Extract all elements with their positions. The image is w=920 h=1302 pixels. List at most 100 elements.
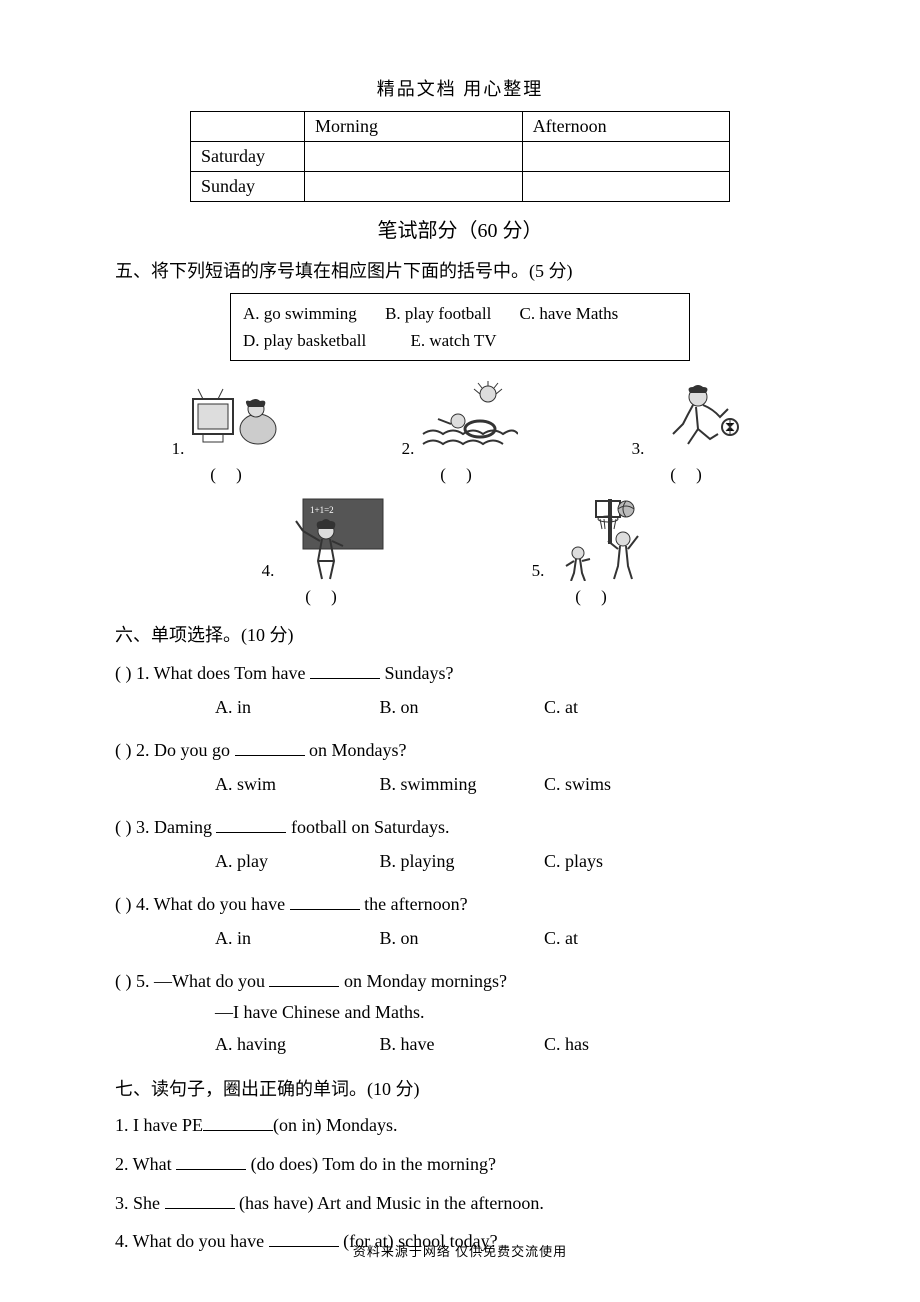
opt-b: B. swimming	[380, 767, 540, 801]
opt-a: A. swim	[215, 767, 375, 801]
q-prefix: ( ) 3. Daming	[115, 817, 216, 837]
q-prefix: ( ) 4. What do you have	[115, 894, 290, 914]
blank	[269, 973, 339, 987]
blank	[176, 1156, 246, 1170]
blank	[290, 896, 360, 910]
pic-num: 4.	[262, 561, 275, 581]
opt-a: A. in	[215, 690, 375, 724]
svg-text:1+1=2: 1+1=2	[310, 505, 334, 515]
option-box: A. go swimming B. play football C. have …	[230, 293, 690, 361]
q-prefix: ( ) 5. —What do you	[115, 971, 269, 991]
q6-4-opts: A. in B. on C. at	[215, 921, 805, 955]
opt-c: C. has	[544, 1027, 704, 1061]
opt-c: C. at	[544, 921, 704, 955]
s7-pre: 2. What	[115, 1154, 176, 1174]
blank	[310, 665, 380, 679]
q6-5: ( ) 5. —What do you on Monday mornings?	[115, 967, 805, 996]
table-row: Morning Afternoon	[191, 112, 730, 142]
s7-instruction: 七、读句子，圈出正确的单词。(10 分)	[115, 1075, 805, 1101]
pic-num: 1.	[172, 439, 185, 459]
answer-paren: ( )	[440, 465, 480, 485]
answer-paren: ( )	[575, 587, 615, 607]
option-c: C. have Maths	[520, 304, 619, 323]
s7-pre: 3. She	[115, 1193, 165, 1213]
page-footer: 资料来源于网络 仅供免费交流使用	[0, 1241, 920, 1260]
pic-item-2: 2. ( )	[390, 379, 530, 485]
s7-post: (has have) Art and Music in the afternoo…	[235, 1193, 544, 1213]
cell	[305, 142, 523, 172]
opt-a: A. play	[215, 844, 375, 878]
option-b: B. play football	[385, 304, 491, 323]
q6-5-opts: A. having B. have C. has	[215, 1027, 805, 1061]
answer-paren: ( )	[305, 587, 345, 607]
cell-blank	[191, 112, 305, 142]
cell-afternoon: Afternoon	[522, 112, 729, 142]
q6-1-opts: A. in B. on C. at	[215, 690, 805, 724]
answer-paren: ( )	[210, 465, 250, 485]
pic-row-2: 4. 1+1=2 ( ) 5.	[115, 491, 805, 607]
option-d: D. play basketball	[243, 331, 366, 350]
page-header: 精品文档 用心整理	[115, 75, 805, 101]
opt-c: C. swims	[544, 767, 704, 801]
q-suffix: on Monday mornings?	[339, 971, 506, 991]
opt-b: B. on	[380, 690, 540, 724]
opt-b: B. on	[380, 921, 540, 955]
swimming-icon	[418, 379, 518, 459]
day-table: Morning Afternoon Saturday Sunday	[190, 111, 730, 202]
cell	[305, 172, 523, 202]
pic-item-4: 4. 1+1=2 ( )	[255, 491, 395, 607]
section-title: 笔试部分（60 分）	[115, 214, 805, 243]
football-icon	[648, 379, 748, 459]
basketball-icon	[548, 491, 658, 581]
opt-a: A. in	[215, 921, 375, 955]
q-prefix: ( ) 2. Do you go	[115, 740, 235, 760]
maths-teacher-icon: 1+1=2	[278, 491, 388, 581]
opt-b: B. have	[380, 1027, 540, 1061]
opt-a: A. having	[215, 1027, 375, 1061]
q6-5-sub: —I have Chinese and Maths.	[215, 998, 805, 1027]
blank	[203, 1117, 273, 1131]
s5-instruction: 五、将下列短语的序号填在相应图片下面的括号中。(5 分)	[115, 257, 805, 283]
s7-post: (on in) Mondays.	[273, 1115, 398, 1135]
table-row: Saturday	[191, 142, 730, 172]
s6-instruction: 六、单项选择。(10 分)	[115, 621, 805, 647]
option-a: A. go swimming	[243, 304, 357, 323]
pic-item-5: 5. ( )	[525, 491, 665, 607]
s7-post: (do does) Tom do in the morning?	[246, 1154, 496, 1174]
cell-saturday: Saturday	[191, 142, 305, 172]
blank	[216, 819, 286, 833]
q-suffix: the afternoon?	[360, 894, 468, 914]
cell	[522, 172, 729, 202]
q6-2: ( ) 2. Do you go on Mondays?	[115, 736, 805, 765]
q6-4: ( ) 4. What do you have the afternoon?	[115, 890, 805, 919]
pic-num: 3.	[632, 439, 645, 459]
q6-3-opts: A. play B. playing C. plays	[215, 844, 805, 878]
answer-paren: ( )	[670, 465, 710, 485]
s7-1: 1. I have PE (on in) Mondays.	[115, 1111, 805, 1140]
q-suffix: football on Saturdays.	[286, 817, 449, 837]
blank	[235, 742, 305, 756]
cell	[522, 142, 729, 172]
pic-item-1: 1. ( )	[160, 379, 300, 485]
pic-num: 5.	[532, 561, 545, 581]
pic-num: 2.	[402, 439, 415, 459]
pic-item-3: 3. ( )	[620, 379, 760, 485]
q-suffix: on Mondays?	[305, 740, 407, 760]
q6-1: ( ) 1. What does Tom have Sundays?	[115, 659, 805, 688]
opt-c: C. plays	[544, 844, 704, 878]
q-prefix: ( ) 1. What does Tom have	[115, 663, 310, 683]
opt-b: B. playing	[380, 844, 540, 878]
q6-3: ( ) 3. Daming football on Saturdays.	[115, 813, 805, 842]
q6-2-opts: A. swim B. swimming C. swims	[215, 767, 805, 801]
s7-2: 2. What (do does) Tom do in the morning?	[115, 1150, 805, 1179]
table-row: Sunday	[191, 172, 730, 202]
s7-3: 3. She (has have) Art and Music in the a…	[115, 1189, 805, 1218]
blank	[165, 1195, 235, 1209]
pic-row-1: 1. ( ) 2.	[115, 379, 805, 485]
cell-sunday: Sunday	[191, 172, 305, 202]
option-e: E. watch TV	[410, 331, 496, 350]
q-suffix: Sundays?	[380, 663, 454, 683]
cell-morning: Morning	[305, 112, 523, 142]
s7-pre: 1. I have PE	[115, 1115, 203, 1135]
opt-c: C. at	[544, 690, 704, 724]
